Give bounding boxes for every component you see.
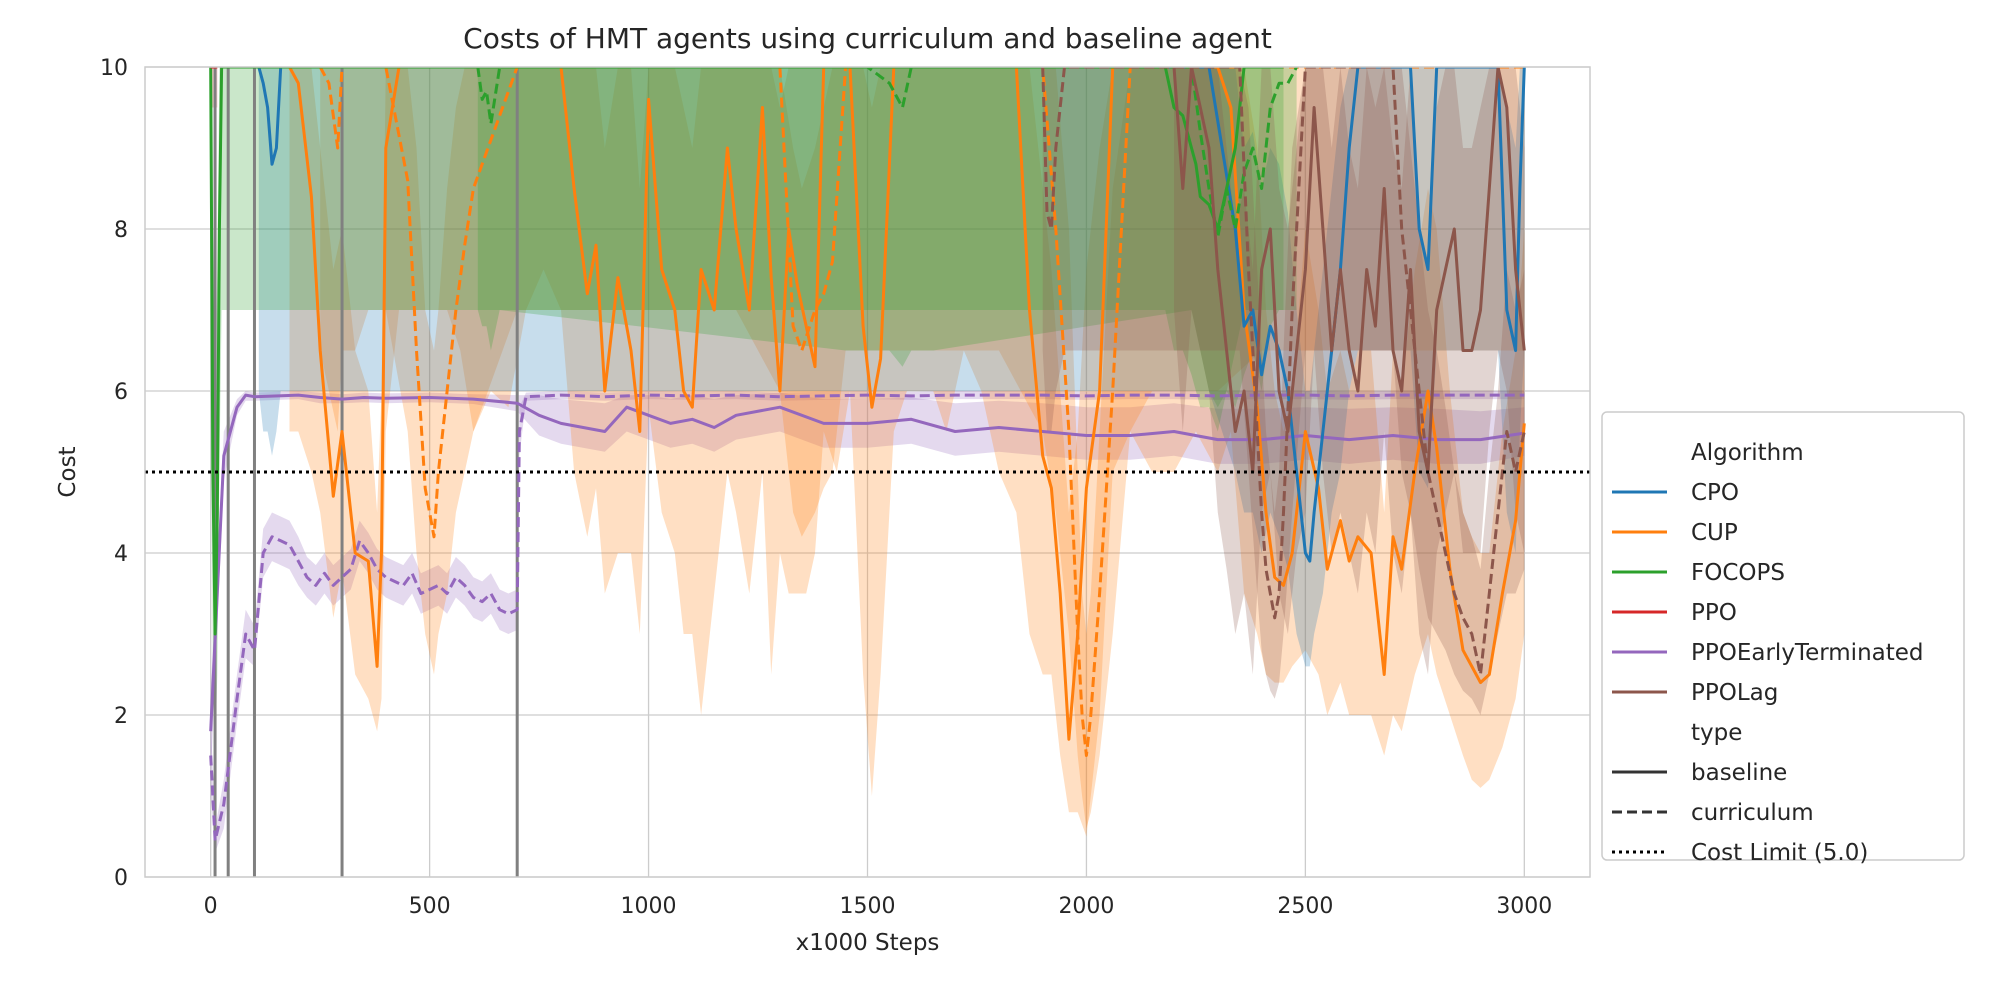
plot-frame [144, 66, 1591, 878]
y-tick-label: 8 [114, 218, 128, 243]
band-cpo-baseline [258, 67, 1525, 667]
x-tick-label: 1500 [840, 894, 896, 919]
x-tick-label: 1000 [621, 894, 677, 919]
y-tick-label: 4 [114, 542, 128, 567]
y-tick-label: 10 [100, 56, 128, 81]
tick-labels: 0 500 1000 1500 2000 2500 3000 0 2 4 6 8 10 [100, 56, 1552, 919]
y-tick-label: 6 [114, 380, 128, 405]
legend-label-ppoearlyterminated: PPOEarlyTerminated [1691, 640, 1924, 666]
band-cup-curriculum [320, 67, 1525, 829]
band-ppolag-baseline [1174, 67, 1525, 675]
x-axis-title: x1000 Steps [796, 930, 940, 956]
legend-label-curriculum: curriculum [1691, 800, 1814, 826]
series-line-cup-curriculum [318, 67, 1525, 757]
series-line-ppoearlyterminated-curriculum [209, 393, 1525, 842]
x-tick-label: 3000 [1496, 894, 1552, 919]
chart-title: Costs of HMT agents using curriculum and… [463, 22, 1272, 55]
legend-label-ppolag: PPOLag [1691, 680, 1778, 706]
axes-frame [144, 66, 1591, 878]
series-line-ppolag-curriculum [1041, 67, 1526, 676]
series-line-focops-baseline [209, 67, 1284, 636]
y-tick-label: 2 [114, 704, 128, 729]
series-line-cpo-baseline [257, 67, 1526, 563]
y-tick-label: 0 [114, 866, 128, 891]
x-tick-label: 500 [409, 894, 451, 919]
legend-algorithms: CPO CUP FOCOPS PPO PPOEarlyTerminated PPOLag [1612, 480, 1924, 706]
series-line-ppoearlyterminated-baseline [209, 393, 1525, 732]
x-tick-label: 2000 [1058, 894, 1114, 919]
y-axis-title: Cost [55, 446, 81, 497]
legend-label-cup: CUP [1691, 520, 1738, 546]
x-tick-label: 0 [204, 894, 218, 919]
legend-box [1601, 411, 1965, 861]
band-ppolag-curriculum [1042, 67, 1525, 715]
legend-algorithm-header: Algorithm [1691, 440, 1804, 466]
x-tick-label: 2500 [1277, 894, 1333, 919]
legend-label-baseline: baseline [1691, 760, 1787, 786]
legend-label-focops: FOCOPS [1691, 560, 1785, 586]
legend-label-cpo: CPO [1691, 480, 1739, 506]
legend-label-ppo: PPO [1691, 600, 1737, 626]
legend-label-cost-limit: Cost Limit (5.0) [1691, 840, 1868, 866]
band-ppoearlyterminated-baseline [210, 391, 1525, 780]
confidence-bands [210, 67, 1525, 853]
legend-types: baseline curriculum [1612, 760, 1814, 826]
legend-type-header: type [1691, 720, 1742, 746]
legend: Algorithm CPO CUP FOCOPS PPO PPOEarlyTermina… [1601, 411, 1965, 866]
band-focops-baseline [210, 67, 1284, 756]
series-line-ppolag-baseline [1172, 67, 1526, 474]
series-line-cup-baseline [288, 67, 1526, 741]
series-lines [209, 67, 1526, 842]
series-line-focops-curriculum [476, 67, 1298, 239]
